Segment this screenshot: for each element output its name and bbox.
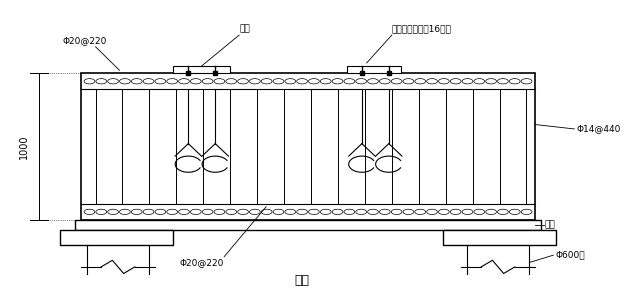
Bar xyxy=(75,220,541,230)
Text: Φ600桩: Φ600桩 xyxy=(555,251,585,260)
Bar xyxy=(80,73,536,220)
Text: 1000: 1000 xyxy=(19,134,29,159)
Text: Φ14@440: Φ14@440 xyxy=(576,124,620,133)
Text: 图一: 图一 xyxy=(295,274,310,287)
Text: 垫板: 垫板 xyxy=(239,25,250,33)
Bar xyxy=(347,66,401,73)
Bar xyxy=(60,230,173,245)
Text: Φ20@220: Φ20@220 xyxy=(180,258,224,267)
Text: 垫层: 垫层 xyxy=(544,221,555,230)
Text: Φ20@220: Φ20@220 xyxy=(63,36,107,45)
Bar xyxy=(443,230,556,245)
Bar xyxy=(173,66,230,73)
Text: 四组地脚螺栓（16根）: 四组地脚螺栓（16根） xyxy=(392,25,452,33)
